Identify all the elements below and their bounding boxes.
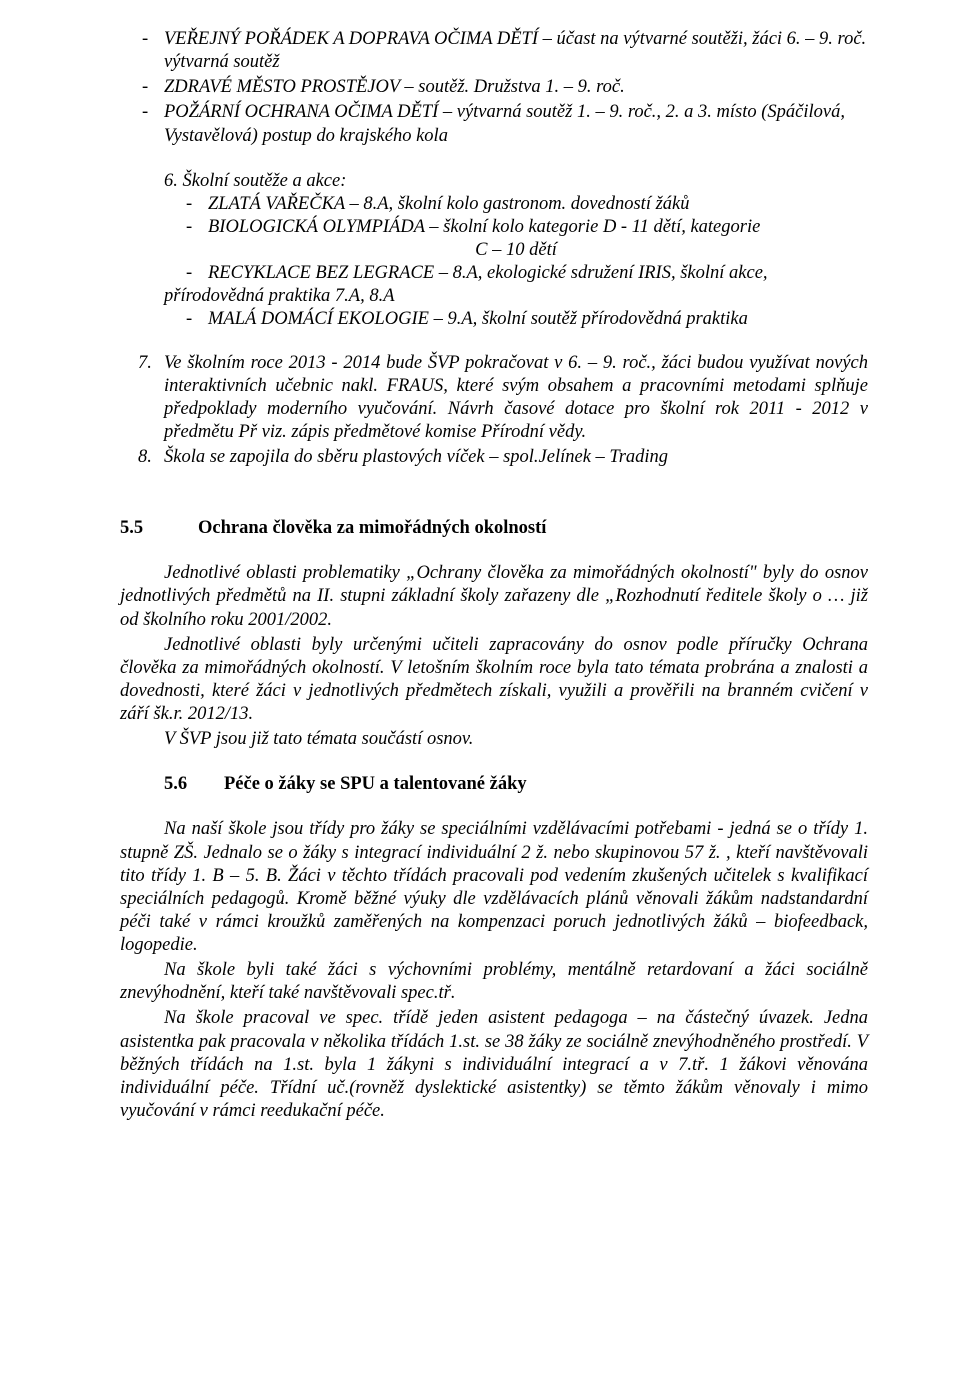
- sec56-p2: Na škole byli také žáci s výchovními pro…: [120, 959, 868, 1005]
- list-item: ZDRAVÉ MĚSTO PROSTĚJOV – soutěž. Družstv…: [120, 76, 868, 99]
- section6-list: ZLATÁ VAŘEČKA – 8.A, školní kolo gastron…: [164, 193, 868, 239]
- section6-list-c: MALÁ DOMÁCÍ EKOLOGIE – 9.A, školní soutě…: [164, 308, 868, 331]
- list-item: BIOLOGICKÁ OLYMPIÁDA – školní kolo kateg…: [164, 216, 868, 239]
- heading-number: 5.6: [164, 773, 224, 796]
- list-item-continuation: C – 10 dětí: [164, 239, 868, 262]
- sec56-p3: Na škole pracoval ve spec. třídě jeden a…: [120, 1007, 868, 1123]
- list-item: VEŘEJNÝ POŘÁDEK A DOPRAVA OČIMA DĚTÍ – ú…: [120, 28, 868, 74]
- list-item: RECYKLACE BEZ LEGRACE – 8.A, ekologické …: [164, 262, 868, 285]
- heading-title: Ochrana člověka za mimořádných okolností: [198, 518, 546, 538]
- section6-lead: 6. Školní soutěže a akce:: [164, 170, 868, 193]
- top-bullet-list: VEŘEJNÝ POŘÁDEK A DOPRAVA OČIMA DĚTÍ – ú…: [120, 28, 868, 148]
- sec55-p2: Jednotlivé oblasti byly určenými učiteli…: [120, 634, 868, 727]
- sec55-p1: Jednotlivé oblasti problematiky „Ochrany…: [120, 562, 868, 631]
- list-item-wrap: přírodovědná praktika 7.A, 8.A: [164, 285, 868, 308]
- sec55-p3: V ŠVP jsou již tato témata součástí osno…: [120, 728, 868, 751]
- ordinal-8: 8.: [138, 446, 152, 469]
- list-item: MALÁ DOMÁCÍ EKOLOGIE – 9.A, školní soutě…: [164, 308, 868, 331]
- para7-text: Ve školním roce 2013 - 2014 bude ŠVP pok…: [164, 353, 868, 442]
- heading-title: Péče o žáky se SPU a talentované žáky: [224, 774, 527, 794]
- heading-5-5: 5.5Ochrana člověka za mimořádných okolno…: [120, 517, 868, 540]
- para8-text: Škola se zapojila do sběru plastových ví…: [164, 447, 668, 467]
- list-item: ZLATÁ VAŘEČKA – 8.A, školní kolo gastron…: [164, 193, 868, 216]
- section6-list-b: RECYKLACE BEZ LEGRACE – 8.A, ekologické …: [164, 262, 868, 285]
- numbered-para-7: 7. Ve školním roce 2013 - 2014 bude ŠVP …: [120, 352, 868, 445]
- numbered-para-8: 8. Škola se zapojila do sběru plastových…: [120, 446, 868, 469]
- list-item: POŽÁRNÍ OCHRANA OČIMA DĚTÍ – výtvarná so…: [120, 101, 868, 147]
- sec56-p1: Na naší škole jsou třídy pro žáky se spe…: [120, 818, 868, 957]
- ordinal-7: 7.: [138, 352, 152, 375]
- heading-5-6: 5.6Péče o žáky se SPU a talentované žáky: [120, 773, 868, 796]
- heading-number: 5.5: [120, 517, 198, 540]
